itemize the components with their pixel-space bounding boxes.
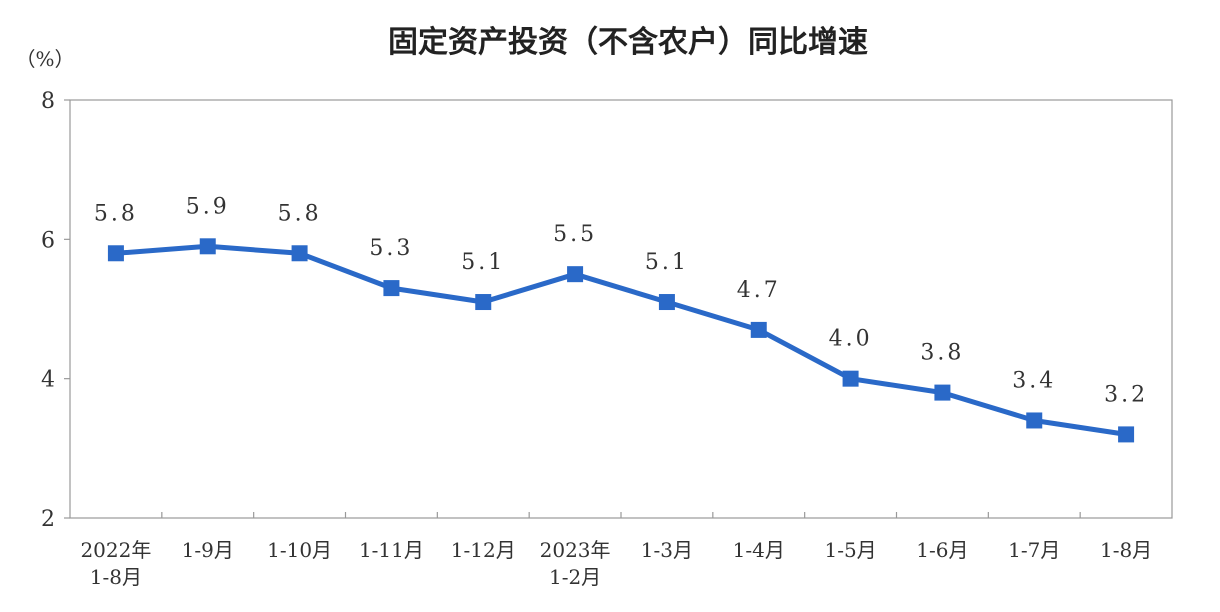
series-line — [115, 243, 1127, 437]
data-label: 3.4 — [1012, 368, 1056, 393]
x-tick-label: 1-12月 — [451, 538, 516, 562]
data-label: 5.8 — [94, 201, 138, 226]
data-label: 4.0 — [829, 327, 873, 352]
data-label: 3.8 — [920, 341, 964, 366]
data-label: 4.7 — [737, 278, 781, 303]
x-tick-label: 1-11月 — [359, 538, 424, 562]
x-tick-label: 1-3月 — [641, 538, 693, 562]
data-point-marker — [383, 280, 400, 297]
data-labels: 5.8 5.9 5.8 5.3 5.1 5.5 5.1 4.7 4.0 3.8 3.4 3.2 — [94, 194, 1148, 407]
data-label: 5.8 — [278, 201, 322, 226]
x-tick-label: 1-8月 — [90, 565, 142, 589]
data-label: 5.1 — [461, 250, 505, 275]
x-tick-label: 1-10月 — [267, 538, 332, 562]
data-point-marker — [1026, 412, 1043, 429]
data-point-marker — [291, 245, 308, 262]
data-label: 5.1 — [645, 250, 689, 275]
data-label: 3.2 — [1104, 382, 1148, 407]
y-axis-unit: （%） — [15, 47, 74, 71]
data-label: 5.9 — [186, 194, 230, 219]
x-tick-label: 2023年 — [540, 538, 611, 562]
data-point-marker — [567, 266, 584, 283]
x-tick-label: 1-4月 — [733, 538, 785, 562]
data-point-marker — [1118, 426, 1135, 443]
data-point-marker — [750, 321, 767, 338]
y-tick-label: 2 — [41, 507, 55, 532]
plot-frame — [69, 99, 1173, 519]
data-point-marker — [107, 245, 124, 262]
series-group — [107, 238, 1135, 443]
y-tick-label: 8 — [41, 89, 55, 114]
y-tick-label: 6 — [41, 228, 55, 253]
data-point-marker — [934, 384, 951, 401]
x-tick-label: 1-6月 — [916, 538, 968, 562]
x-tick-label: 1-8月 — [1100, 538, 1152, 562]
x-axis-ticks: 2022年 1-8月 1-9月 1-10月 1-11月 1-12月 2023年 1-2月 1-3… — [80, 512, 1152, 589]
data-point-marker — [199, 238, 216, 255]
x-tick-label: 1-2月 — [549, 565, 601, 589]
plot-border — [69, 99, 1173, 519]
x-tick-label: 1-5月 — [824, 538, 876, 562]
data-point-marker — [658, 294, 675, 311]
data-point-marker — [475, 294, 492, 311]
x-tick-label: 1-7月 — [1008, 538, 1060, 562]
data-label: 5.5 — [553, 222, 597, 247]
data-label: 5.3 — [369, 236, 413, 261]
y-tick-label: 4 — [41, 368, 55, 393]
y-axis-ticks: 2 4 6 8 — [41, 89, 70, 532]
x-tick-label: 1-9月 — [182, 538, 234, 562]
x-tick-label: 2022年 — [80, 538, 151, 562]
data-point-marker — [842, 370, 859, 387]
chart-title: 固定资产投资（不含农户）同比增速 — [388, 25, 868, 60]
